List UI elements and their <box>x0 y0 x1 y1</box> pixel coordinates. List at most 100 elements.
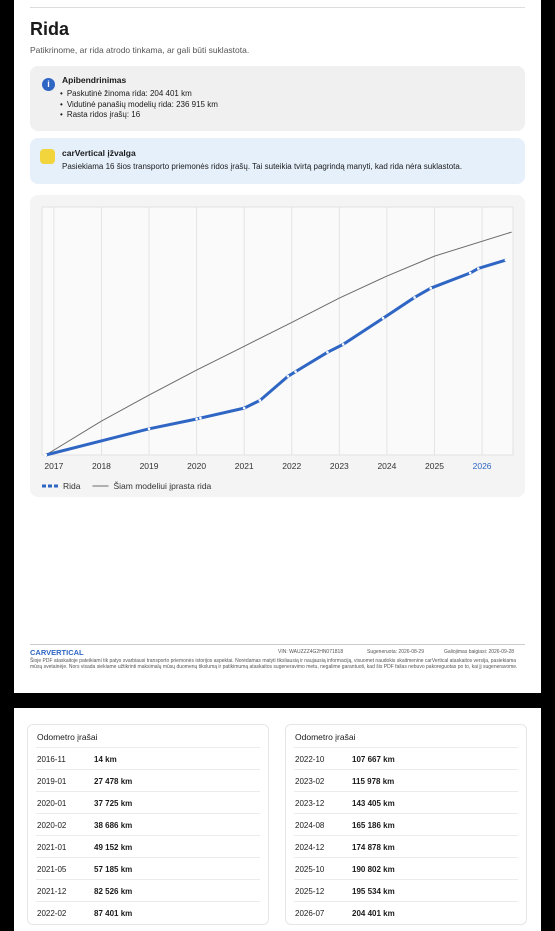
mileage-point <box>341 343 345 346</box>
section-subtitle: Patikrinome, ar rida atrodo tinkama, ar … <box>30 45 250 55</box>
date-cell: 2024-12 <box>295 843 325 852</box>
footer-generated: Sugeneruota: 2026-08-29 <box>367 649 424 655</box>
insight-title: carVertical įžvalga <box>62 148 136 158</box>
x-tick-label: 2026 <box>473 461 492 471</box>
summary-item-text: Paskutinė žinoma rida: 204 401 km <box>66 89 192 98</box>
table-row: 2021-01 49 152 km <box>36 835 260 857</box>
mileage-cell: 14 km <box>94 755 117 764</box>
summary-box: i Apibendrinimas • Paskutinė žinoma rida:… <box>30 66 525 131</box>
x-tick-label: 2021 <box>235 461 254 471</box>
mileage-point <box>258 399 262 402</box>
insight-box: carVertical įžvalga Pasiekiama 16 šios t… <box>30 138 525 184</box>
table-title: Odometro įrašai <box>295 732 356 742</box>
mileage-point <box>504 258 508 262</box>
mileage-point <box>286 374 290 378</box>
table-row: 2021-12 82 526 km <box>36 879 260 901</box>
mileage-point <box>44 453 48 457</box>
table-row: 2021-05 57 185 km <box>36 857 260 879</box>
date-cell: 2025-10 <box>295 865 325 874</box>
mileage-point <box>294 370 297 373</box>
summary-item-text: Vidutinė panašių modelių rida: 236 915 k… <box>66 99 218 109</box>
chart-card: 2017 2018 2019 2020 2021 2022 2023 2024 2025 2026… <box>30 195 525 497</box>
date-cell: 2022-10 <box>295 755 325 764</box>
mileage-line <box>45 258 507 457</box>
mileage-cell: 82 526 km <box>94 887 133 896</box>
table-row: 2024-08 165 186 km <box>294 813 518 835</box>
legend-label: Šiam modeliui įprasta rida <box>113 481 211 491</box>
mileage-cell: 38 686 km <box>94 821 133 830</box>
footer-divider <box>30 644 525 645</box>
x-tick-label: 2025 <box>425 461 444 471</box>
mileage-cell: 49 152 km <box>94 843 133 852</box>
date-cell: 2025-12 <box>295 887 325 896</box>
x-tick-label: 2019 <box>140 461 159 471</box>
mileage-cell: 37 725 km <box>94 799 133 808</box>
section-title: Rida <box>30 19 70 39</box>
x-tick-label: 2018 <box>92 461 111 471</box>
x-tick-label: 2020 <box>187 461 206 471</box>
divider <box>30 7 525 8</box>
date-cell: 2022-02 <box>37 909 67 918</box>
date-cell: 2023-12 <box>295 799 325 808</box>
legend-label: Rida <box>63 481 81 491</box>
mileage-cell: 143 405 km <box>352 799 395 808</box>
mileage-cell: 115 978 km <box>352 777 395 786</box>
insight-text: Pasiekiama 16 šios transporto priemonės … <box>62 162 463 171</box>
table-row: 2025-12 195 534 km <box>294 879 518 901</box>
mileage-point <box>326 351 329 354</box>
x-tick-label: 2017 <box>44 461 63 471</box>
bullet: • <box>60 99 63 109</box>
mileage-cell: 57 185 km <box>94 865 133 874</box>
bullet: • <box>60 110 63 119</box>
mileage-cell: 195 534 km <box>352 887 395 896</box>
x-tick-label: 2023 <box>330 461 349 471</box>
mileage-cell: 190 802 km <box>352 865 395 874</box>
x-tick-label: 2024 <box>377 461 396 471</box>
table-row: 2022-10 107 667 km <box>294 747 518 769</box>
mileage-cell: 27 478 km <box>94 777 133 786</box>
footer-logo: CARVERTICAL <box>30 648 84 657</box>
date-cell: 2020-01 <box>37 799 67 808</box>
x-tick-label: 2022 <box>282 461 301 471</box>
table-row: 2020-02 38 686 km <box>36 813 260 835</box>
mileage-point <box>413 296 416 299</box>
mileage-point <box>468 271 472 275</box>
table-row: 2026-07 204 401 km <box>294 901 518 923</box>
date-cell: 2021-05 <box>37 865 67 874</box>
typical-line <box>45 231 512 456</box>
footer-expires: Galiojimas baigiasi: 2026-09-28 <box>444 649 515 655</box>
footer-disclaimer: Šioje PDF ataskaitoje pateikiami tik pat… <box>30 658 518 671</box>
date-cell: 2026-07 <box>295 909 325 918</box>
date-cell: 2021-12 <box>37 887 67 896</box>
mileage-cell: 165 186 km <box>352 821 395 830</box>
table-title: Odometro įrašai <box>37 732 98 742</box>
table-row: 2016-11 14 km <box>36 747 260 769</box>
table-row: 2022-02 87 401 km <box>36 901 260 923</box>
odometer-table: Odometro įrašai 2022-10 107 667 km 2023-02 1… <box>285 724 527 925</box>
summary-item: • Rasta ridos įrašų: 16 <box>60 110 218 121</box>
summary-item-text: Rasta ridos įrašų: 16 <box>66 110 141 119</box>
date-cell: 2020-02 <box>37 821 67 830</box>
mileage-cell: 87 401 km <box>94 909 133 918</box>
table-row: 2025-10 190 802 km <box>294 857 518 879</box>
date-cell: 2023-02 <box>295 777 325 786</box>
table-row: 2020-01 37 725 km <box>36 791 260 813</box>
table-row: 2024-12 174 878 km <box>294 835 518 857</box>
mileage-point <box>147 427 151 431</box>
mileage-cell: 174 878 km <box>352 843 395 852</box>
date-cell: 2021-01 <box>37 843 67 852</box>
summary-title: Apibendrinimas <box>62 75 127 85</box>
mileage-point <box>381 316 385 320</box>
summary-item: • Vidutinė panašių modelių rida: 236 915 … <box>60 100 218 111</box>
date-cell: 2024-08 <box>295 821 325 830</box>
info-icon: i <box>42 78 55 91</box>
insight-icon <box>40 149 55 164</box>
table-page: Odometro įrašai 2016-11 14 km 2019-01 27 478… <box>14 708 541 931</box>
table-row: 2023-02 115 978 km <box>294 769 518 791</box>
table-row: 2023-12 143 405 km <box>294 791 518 813</box>
mileage-point <box>429 286 432 290</box>
odometer-table: Odometro įrašai 2016-11 14 km 2019-01 27 478… <box>27 724 269 925</box>
mileage-cell: 107 667 km <box>352 755 395 764</box>
mileage-point <box>199 416 202 420</box>
